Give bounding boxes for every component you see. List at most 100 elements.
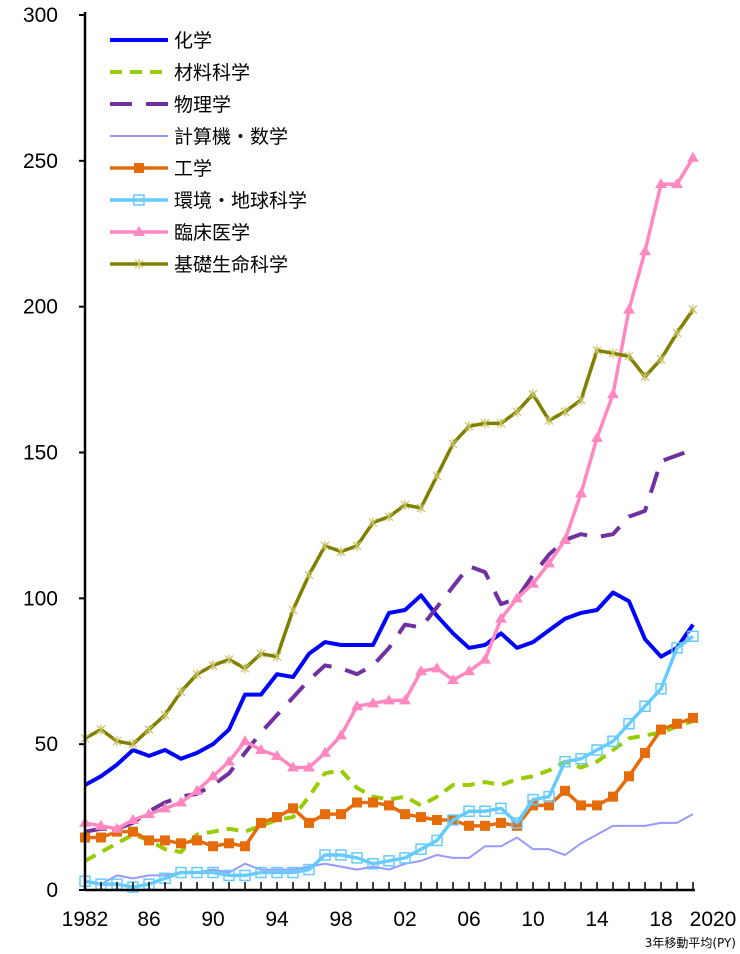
data-point-20 (400, 809, 410, 820)
data-point-17 (351, 852, 363, 864)
data-point-14 (303, 863, 315, 876)
data-point-27 (511, 817, 523, 829)
data-point-8 (208, 841, 218, 852)
data-point-14 (304, 817, 314, 828)
data-point-8 (207, 770, 219, 781)
data-point-7 (191, 784, 203, 795)
y-tick-label: 150 (23, 442, 58, 465)
data-point-7 (192, 835, 202, 846)
legend-item-7: 基礎生命科学 (110, 254, 288, 276)
data-point-15 (319, 746, 331, 757)
data-point-9 (223, 755, 235, 766)
data-point-23 (447, 674, 459, 684)
data-point-9 (224, 838, 234, 849)
data-point-36 (655, 178, 667, 189)
data-point-21 (416, 812, 426, 823)
data-point-33 (608, 348, 618, 359)
data-point-32 (591, 431, 603, 442)
data-point-31 (575, 753, 587, 765)
note-moving-average: 3年移動平均(PY) (645, 936, 736, 950)
data-point-17 (352, 797, 362, 808)
data-point-35 (640, 747, 650, 758)
data-point-29 (543, 557, 555, 568)
data-point-37 (671, 642, 683, 654)
data-point-15 (320, 809, 330, 820)
series-line-4 (85, 716, 694, 848)
data-point-3 (128, 826, 138, 837)
x-tick-label: 90 (201, 908, 224, 931)
data-point-34 (623, 718, 635, 730)
data-point-22 (431, 834, 443, 847)
data-point-6 (176, 838, 186, 849)
y-tick-label: 200 (23, 296, 58, 319)
legend-label: 環境・地球科学 (174, 190, 307, 212)
data-point-26 (495, 612, 507, 623)
data-point-21 (415, 665, 427, 676)
data-point-26 (495, 802, 507, 815)
data-point-28 (528, 389, 538, 400)
data-point-18 (367, 697, 379, 708)
data-point-35 (639, 700, 651, 712)
legend-item-4: 工学 (110, 158, 212, 180)
x-tick-label: 10 (521, 908, 544, 931)
legend-label: 臨床医学 (174, 222, 250, 244)
data-point-29 (544, 800, 554, 811)
x-tick-label: 2020 (690, 908, 737, 931)
x-tick-label: 94 (265, 908, 289, 931)
axes: 0 50 100 150 200 250 300 1982 86 90 94 98 02 06 10 14 18… (23, 4, 736, 931)
data-point-35 (640, 371, 650, 382)
data-point-24 (464, 820, 474, 831)
data-point-7 (191, 866, 203, 879)
data-point-17 (351, 700, 363, 711)
legend-label: 化学 (174, 30, 212, 52)
data-point-38 (688, 304, 698, 315)
data-point-11 (256, 648, 266, 659)
data-point-26 (496, 418, 506, 429)
data-point-10 (239, 869, 251, 882)
data-point-32 (592, 800, 602, 811)
legend-item-5: 環境・地球科学 (110, 190, 307, 212)
legend-item-6: 臨床医学 (110, 222, 250, 244)
data-point-1 (96, 724, 106, 735)
data-point-1 (95, 819, 107, 830)
data-point-11 (255, 744, 267, 754)
data-point-19 (384, 800, 394, 811)
series-4 (80, 712, 698, 852)
data-point-15 (319, 849, 331, 861)
data-point-24 (464, 421, 474, 432)
data-point-29 (543, 790, 555, 803)
data-point-11 (255, 866, 267, 879)
data-point-legend (133, 194, 145, 206)
data-point-20 (399, 694, 411, 705)
data-point-18 (368, 517, 378, 528)
data-point-18 (368, 797, 378, 808)
data-point-24 (463, 805, 475, 817)
legend-item-0: 化学 (110, 30, 212, 52)
data-point-3 (128, 739, 138, 750)
series-layer (79, 151, 699, 893)
data-point-1 (96, 832, 106, 843)
data-point-34 (623, 303, 635, 314)
data-point-22 (432, 470, 442, 481)
data-point-25 (479, 805, 491, 817)
data-point-5 (160, 835, 170, 846)
data-point-28 (527, 577, 539, 588)
data-point-38 (687, 630, 699, 642)
data-point-12 (272, 812, 282, 823)
data-point-20 (400, 500, 410, 510)
data-point-28 (528, 800, 538, 811)
data-point-16 (336, 809, 346, 820)
x-tick-label: 14 (585, 908, 609, 931)
data-point-28 (527, 793, 539, 806)
data-point-10 (239, 735, 251, 746)
data-point-24 (463, 665, 475, 676)
data-point-9 (223, 869, 235, 882)
data-point-37 (672, 327, 682, 338)
data-point-21 (416, 502, 426, 513)
data-point-legend (134, 163, 144, 173)
x-tick-label: 18 (649, 908, 672, 931)
x-tick-label: 1982 (62, 908, 109, 931)
series-line-0 (84, 590, 695, 787)
data-point-25 (480, 820, 490, 831)
legend-item-2: 物理学 (110, 94, 231, 116)
